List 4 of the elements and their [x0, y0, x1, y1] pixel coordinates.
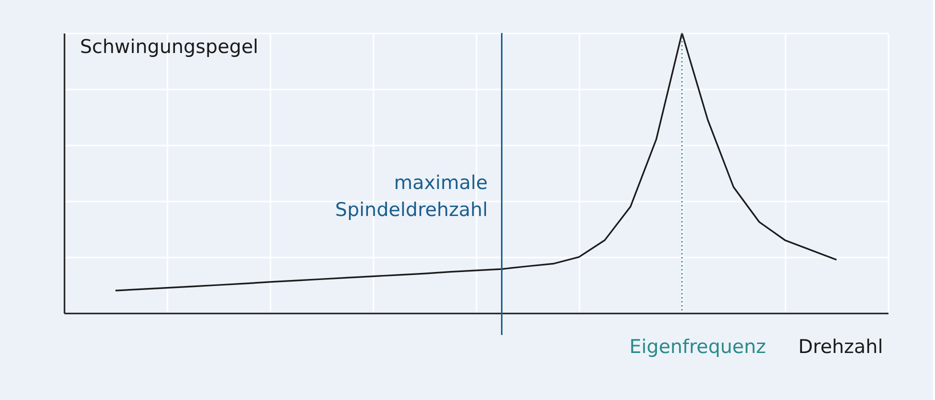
text: Eigenfrequenz	[629, 336, 766, 358]
x-axis-title: Drehzahl	[798, 336, 883, 358]
y-axis-title: Schwingungspegel	[80, 36, 258, 58]
annotation: maximale Spindeldrehzahl	[335, 172, 488, 221]
